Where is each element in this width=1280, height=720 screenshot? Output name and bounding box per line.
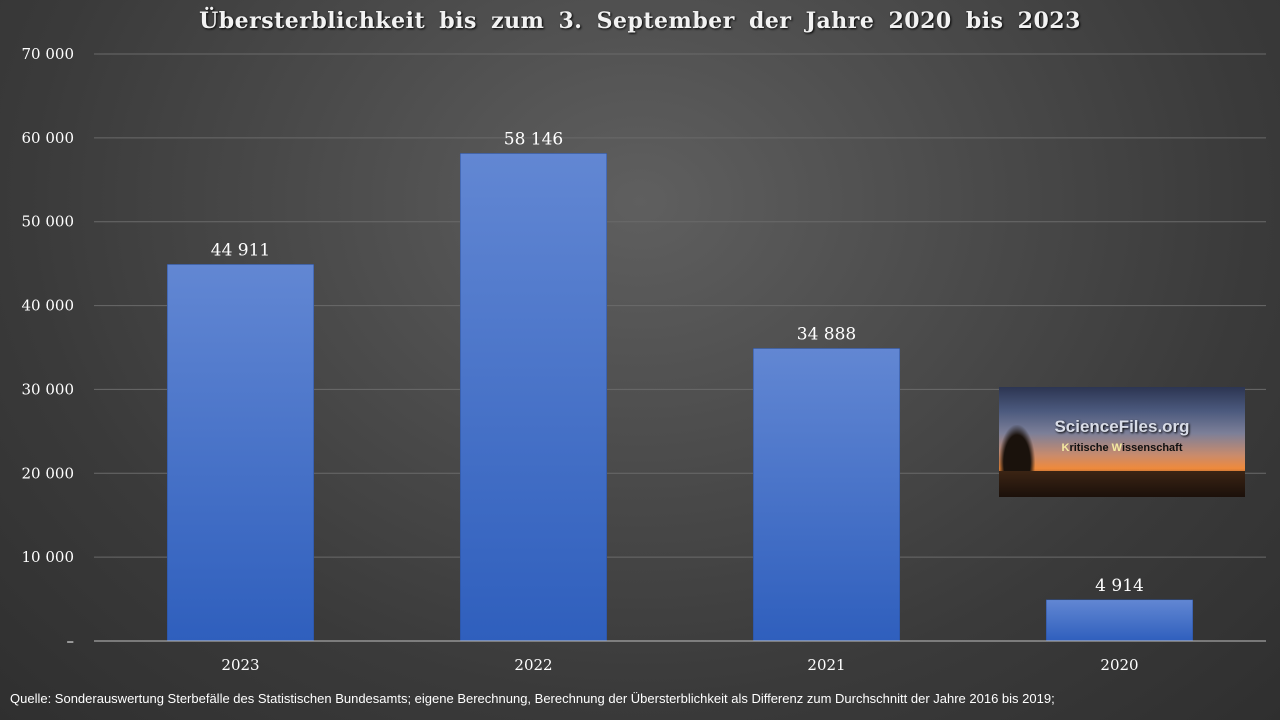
data-label-2023: 44 911 — [211, 240, 270, 260]
logo-tagline-part2: issenschaft — [1121, 442, 1183, 454]
source-note: Quelle: Sonderauswertung Sterbefälle des… — [10, 691, 1055, 706]
y-tick-label: 30 000 — [22, 380, 75, 398]
y-tick-label: 70 000 — [22, 45, 75, 63]
data-label-2021: 34 888 — [797, 324, 856, 344]
x-tick-label-2021: 2021 — [807, 656, 845, 674]
data-labels: 44 911 58 146 34 888 4 914 — [211, 129, 1144, 595]
data-label-2020: 4 914 — [1095, 576, 1144, 596]
y-tick-label: 50 000 — [22, 213, 75, 231]
logo-tagline-k: K — [1061, 442, 1070, 454]
bar-2023 — [167, 264, 314, 642]
logo-tagline-part1: ritische — [1069, 442, 1112, 454]
y-tick-label: 10 000 — [22, 548, 75, 566]
data-label-2022: 58 146 — [504, 129, 563, 149]
y-tick-label: 60 000 — [22, 129, 75, 147]
logo-ground — [999, 471, 1245, 497]
logo-tagline: Kritische Wissenschaft — [999, 442, 1245, 454]
x-tick-label-2020: 2020 — [1100, 656, 1138, 674]
logo-brand-text: ScienceFiles.org — [1054, 417, 1190, 436]
bar-2020 — [1046, 599, 1193, 642]
y-tick-label: – — [67, 632, 75, 650]
logo-tagline-w: W — [1111, 442, 1122, 454]
bar-2021 — [753, 348, 900, 642]
chart-title: Übersterblichkeit bis zum 3. September d… — [199, 8, 1081, 34]
y-tick-label: 40 000 — [22, 297, 75, 315]
bar-2022 — [460, 153, 607, 642]
y-axis: – 10 000 20 000 30 000 40 000 50 000 60 000 70 … — [22, 45, 75, 650]
x-tick-label-2023: 2023 — [221, 656, 259, 674]
x-tick-label-2022: 2022 — [514, 656, 552, 674]
sciencefiles-logo: ScienceFiles.org Kritische Wissenschaft — [999, 387, 1245, 497]
y-tick-label: 20 000 — [22, 464, 75, 482]
x-axis: 2023 2022 2021 2020 — [94, 640, 1266, 674]
